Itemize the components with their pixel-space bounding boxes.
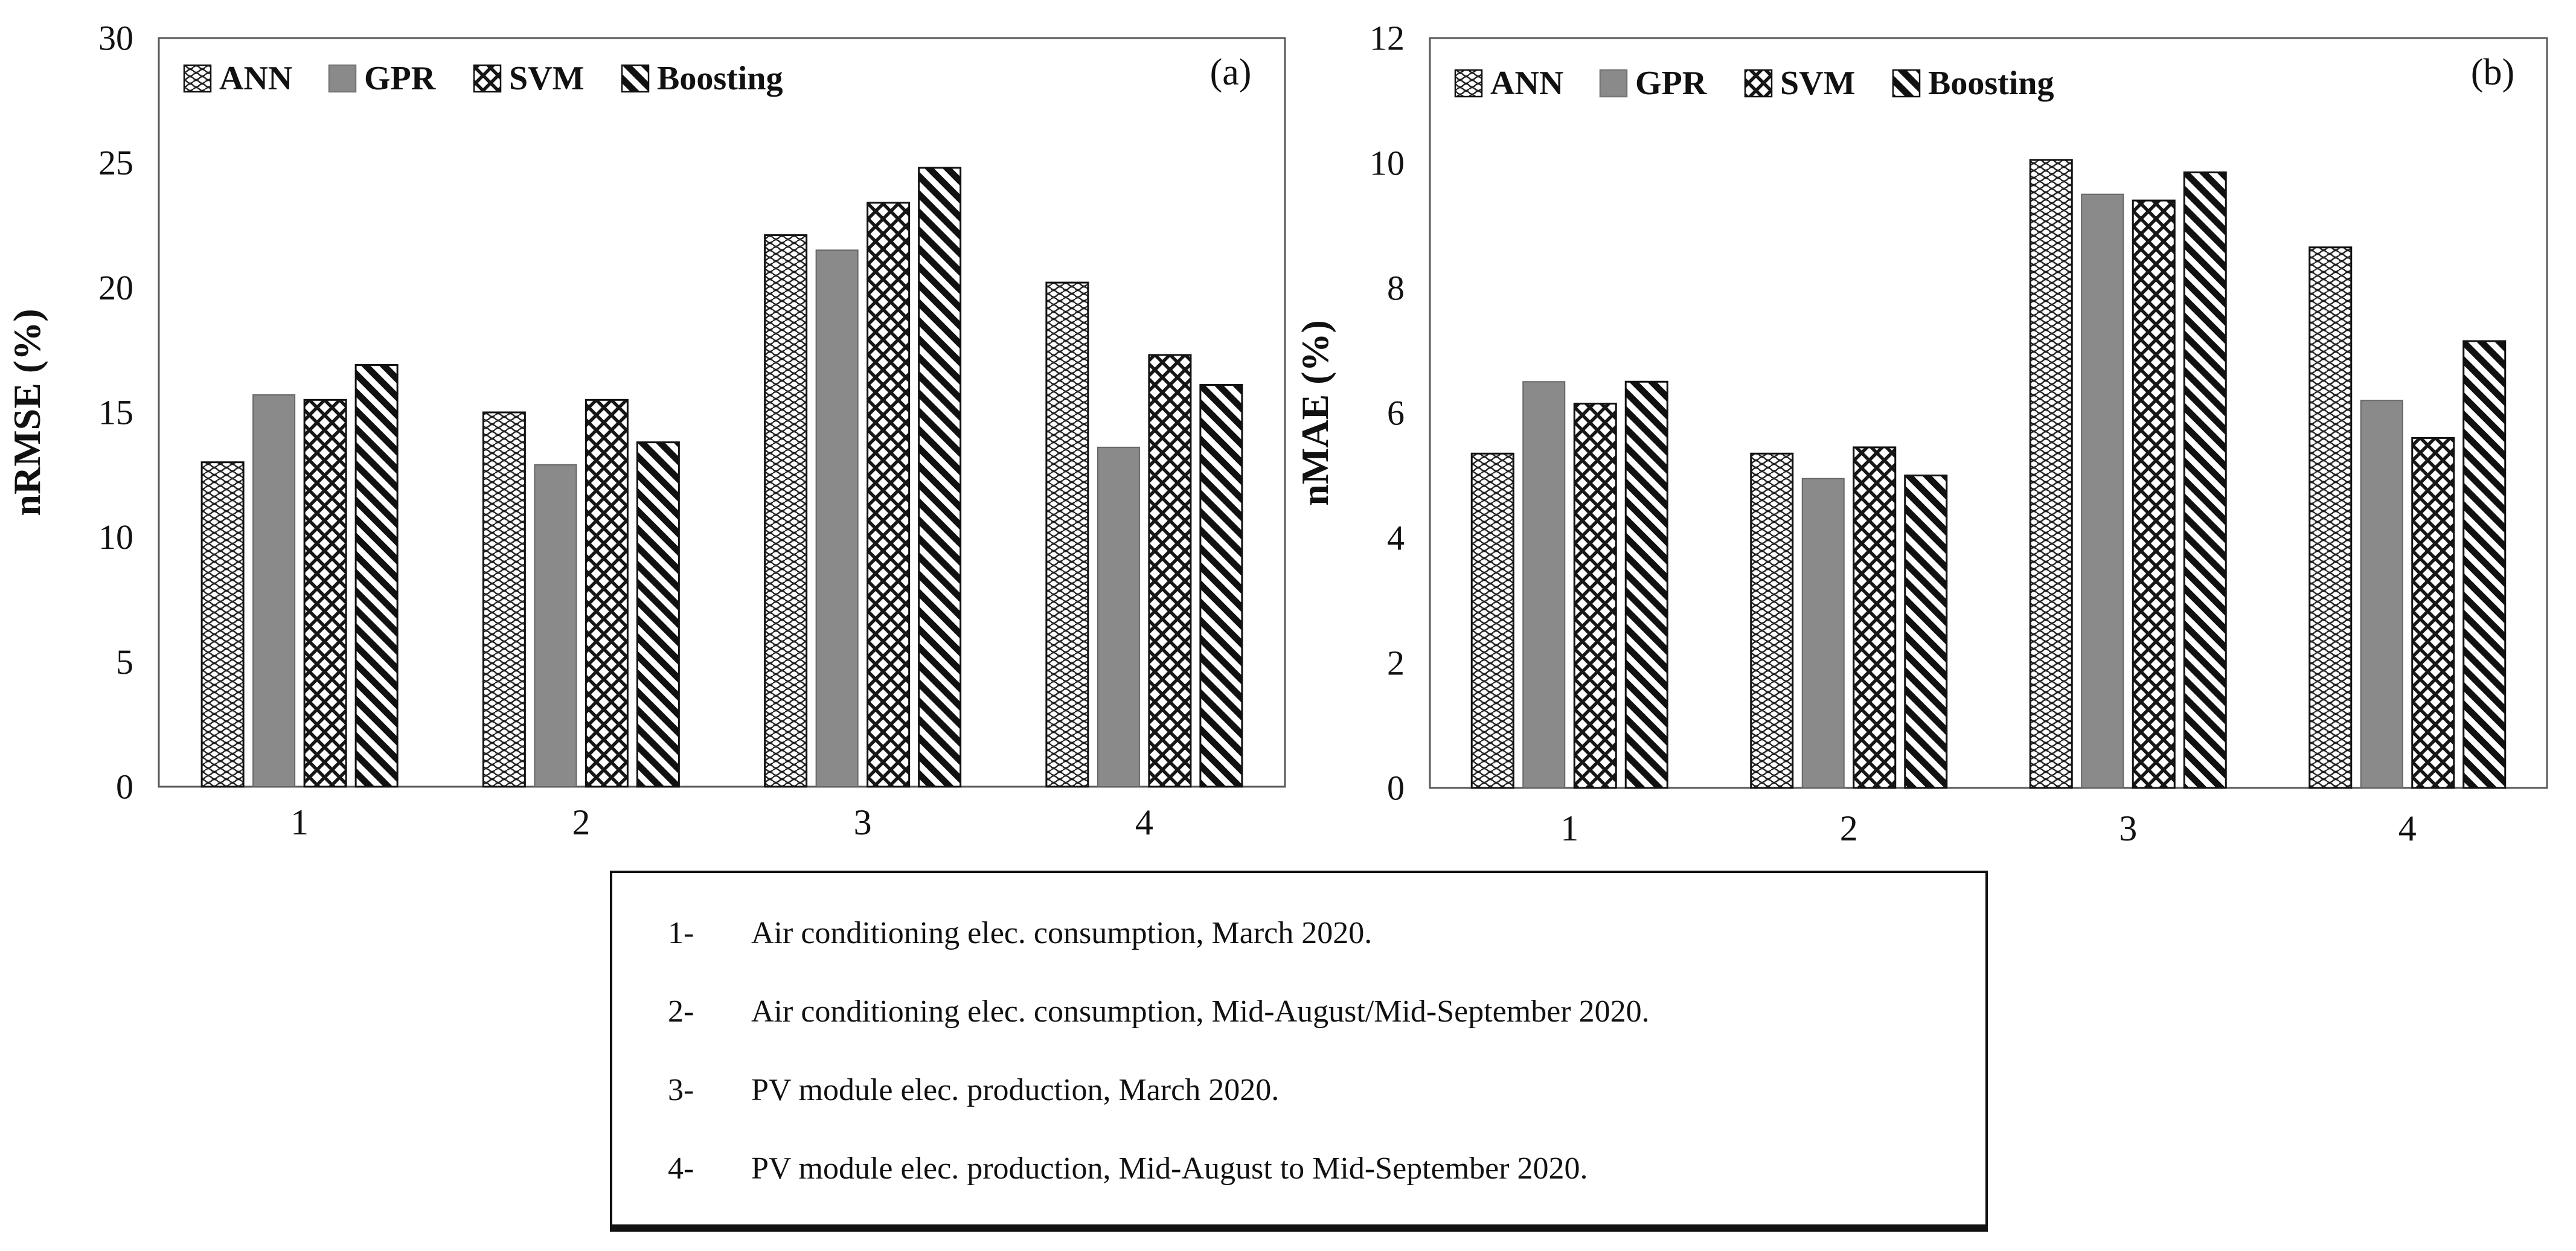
panel-label: (a) bbox=[1210, 52, 1252, 93]
bar-ann-group2 bbox=[482, 411, 526, 788]
bar-boosting-group3 bbox=[2183, 171, 2227, 789]
bar-svm-group1 bbox=[1573, 402, 1617, 789]
bar-gpr-group2 bbox=[534, 464, 577, 787]
key-line-text: Air conditioning elec. consumption, Mid-… bbox=[751, 994, 1650, 1029]
legend-swatch-ann bbox=[1454, 69, 1483, 98]
bar-ann-group1 bbox=[1470, 452, 1514, 789]
x-tick-label: 2 bbox=[1840, 808, 1858, 848]
bar-svm-group1 bbox=[303, 398, 347, 788]
bar-ann-group1 bbox=[200, 461, 245, 788]
legend-label-boosting: Boosting bbox=[657, 60, 783, 97]
y-tick-label: 25 bbox=[98, 143, 133, 182]
bar-svm-group4 bbox=[1148, 354, 1192, 788]
plot-border bbox=[1429, 37, 2548, 789]
category-key-box: 1- Air conditioning elec. consumption, M… bbox=[610, 871, 1988, 1232]
bar-boosting-group4 bbox=[2462, 340, 2507, 789]
legend-swatch-gpr bbox=[1599, 69, 1628, 98]
legend-swatch-boosting bbox=[1892, 69, 1921, 98]
chart-nrmse-svg: 0 5 10 15 20 25 30 nRMSE (%) (a) 1 2 3 4 ANN GPR SVM Boo… bbox=[5, 19, 1286, 842]
y-tick-label: 6 bbox=[1387, 394, 1405, 433]
key-line-1: 1- Air conditioning elec. consumption, M… bbox=[668, 917, 1961, 950]
key-line-number: 2- bbox=[668, 994, 694, 1029]
plot-border bbox=[158, 37, 1286, 788]
bar-ann-group4 bbox=[2308, 246, 2353, 789]
bar-svm-group2 bbox=[585, 398, 629, 788]
key-line-text: PV module elec. production, March 2020. bbox=[751, 1073, 1280, 1107]
legend-swatch-svm bbox=[473, 64, 502, 93]
x-tick-label: 2 bbox=[572, 802, 590, 842]
bar-boosting-group1 bbox=[354, 363, 399, 788]
legend-label-gpr: GPR bbox=[364, 60, 436, 97]
bar-gpr-group2 bbox=[1801, 478, 1845, 789]
key-line-number: 4- bbox=[668, 1151, 694, 1186]
bar-gpr-group4 bbox=[1097, 446, 1140, 787]
legend-swatch-boosting bbox=[621, 64, 650, 93]
y-axis-title: nRMSE (%) bbox=[5, 309, 48, 516]
key-line-text: PV module elec. production, Mid-August t… bbox=[751, 1151, 1588, 1186]
y-tick-label: 15 bbox=[98, 393, 133, 432]
panel-label: (b) bbox=[2471, 52, 2514, 93]
bar-ann-group4 bbox=[1045, 281, 1089, 788]
key-line-number: 1- bbox=[668, 916, 694, 950]
bar-boosting-group2 bbox=[636, 441, 680, 788]
x-tick-label: 1 bbox=[290, 802, 309, 842]
chart-nmae: 0 2 4 6 8 10 12 nMAE (%) (b) 1 2 3 4 ANN GPR SVM Boostin… bbox=[1288, 0, 2576, 875]
y-axis-title: nMAE (%) bbox=[1293, 320, 1336, 506]
x-tick-label: 4 bbox=[2398, 808, 2417, 848]
y-tick-label: 4 bbox=[1387, 519, 1405, 558]
legend-label-ann: ANN bbox=[219, 60, 292, 97]
x-tick-label: 3 bbox=[2119, 808, 2137, 848]
y-tick-label: 10 bbox=[98, 517, 133, 557]
bar-svm-group2 bbox=[1853, 446, 1897, 789]
bar-ann-group2 bbox=[1750, 452, 1794, 789]
key-line-2: 2- Air conditioning elec. consumption, M… bbox=[668, 995, 1961, 1029]
bar-ann-group3 bbox=[2029, 159, 2073, 789]
bar-boosting-group2 bbox=[1904, 475, 1948, 789]
bar-boosting-group1 bbox=[1624, 380, 1668, 789]
key-line-3: 3- PV module elec. production, March 202… bbox=[668, 1073, 1961, 1107]
legend-label-ann: ANN bbox=[1490, 65, 1563, 102]
x-tick-label: 1 bbox=[1560, 808, 1578, 848]
key-line-number: 3- bbox=[668, 1073, 694, 1107]
bar-svm-group3 bbox=[867, 202, 911, 788]
y-tick-label: 5 bbox=[116, 642, 133, 682]
y-tick-label: 8 bbox=[1387, 269, 1405, 308]
key-line-text: Air conditioning elec. consumption, Marc… bbox=[751, 916, 1373, 950]
legend-label-svm: SVM bbox=[1780, 65, 1855, 102]
legend-label-gpr: GPR bbox=[1635, 65, 1707, 102]
bar-gpr-group3 bbox=[2081, 193, 2124, 789]
bar-svm-group3 bbox=[2132, 199, 2176, 789]
legend-swatch-gpr bbox=[328, 64, 357, 93]
chart-nrmse: 0 5 10 15 20 25 30 nRMSE (%) (a) 1 2 3 4 ANN GPR SVM Boo… bbox=[0, 0, 1288, 875]
legend-label-svm: SVM bbox=[509, 60, 584, 97]
x-tick-label: 3 bbox=[854, 802, 872, 842]
y-tick-label: 20 bbox=[98, 268, 133, 307]
legend-swatch-ann bbox=[183, 64, 212, 93]
bar-gpr-group3 bbox=[815, 249, 859, 788]
legend-swatch-svm bbox=[1744, 69, 1773, 98]
bar-boosting-group4 bbox=[1199, 384, 1243, 788]
legend-label-boosting: Boosting bbox=[1928, 65, 2054, 102]
key-line-4: 4- PV module elec. production, Mid-Augus… bbox=[668, 1152, 1961, 1186]
y-tick-label: 10 bbox=[1370, 144, 1405, 183]
bar-gpr-group4 bbox=[2360, 400, 2403, 789]
bar-ann-group3 bbox=[764, 234, 808, 788]
y-tick-label: 0 bbox=[1387, 769, 1405, 808]
y-tick-label: 0 bbox=[116, 767, 133, 807]
y-tick-label: 2 bbox=[1387, 644, 1405, 683]
bar-gpr-group1 bbox=[1522, 381, 1566, 789]
y-tick-label: 12 bbox=[1370, 19, 1405, 58]
bar-gpr-group1 bbox=[252, 394, 296, 787]
bar-svm-group4 bbox=[2411, 437, 2455, 789]
y-tick-label: 30 bbox=[98, 19, 133, 58]
x-tick-label: 4 bbox=[1135, 802, 1153, 842]
bar-boosting-group3 bbox=[918, 167, 962, 788]
